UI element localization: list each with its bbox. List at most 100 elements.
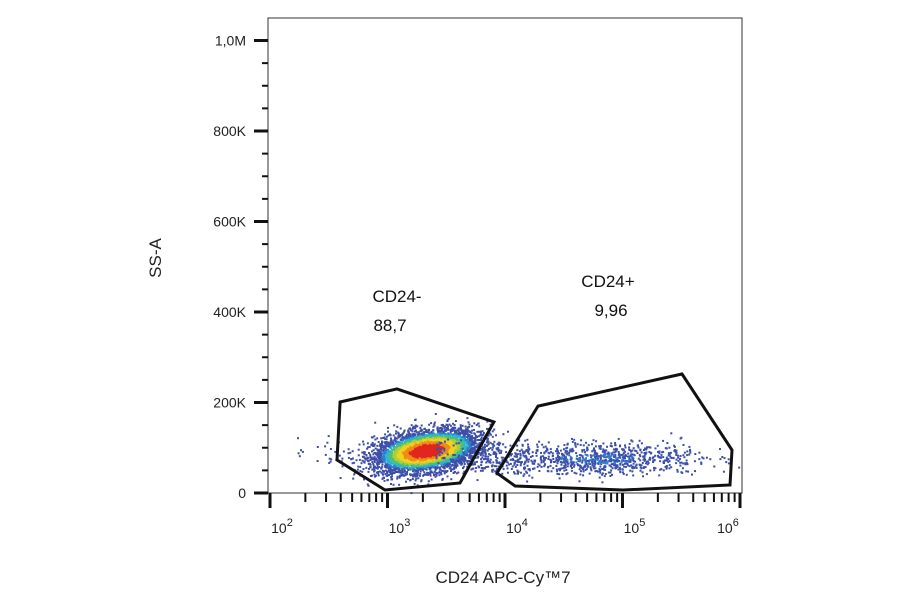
event-dot xyxy=(644,447,646,450)
event-dot xyxy=(432,445,435,448)
event-dot xyxy=(421,441,423,444)
event-dot xyxy=(350,458,353,461)
event-dot xyxy=(617,451,620,453)
event-dot xyxy=(456,452,459,455)
event-dot xyxy=(386,472,389,475)
event-dot xyxy=(470,432,473,435)
event-dot xyxy=(414,470,417,473)
event-dot xyxy=(435,473,437,476)
event-dot xyxy=(482,433,485,436)
event-dot xyxy=(433,434,436,437)
event-dot xyxy=(492,443,495,446)
event-dot xyxy=(612,448,615,451)
event-dot xyxy=(440,437,443,440)
event-dot xyxy=(433,421,436,424)
event-dot xyxy=(427,466,430,469)
event-dot xyxy=(434,468,437,471)
event-dot xyxy=(456,448,459,450)
event-dot xyxy=(466,454,469,457)
event-dot xyxy=(395,430,398,433)
event-dot xyxy=(461,436,464,439)
event-dot xyxy=(385,435,388,438)
event-dot xyxy=(477,439,480,442)
event-dot xyxy=(489,423,492,426)
event-dot xyxy=(474,445,477,448)
event-dot xyxy=(423,431,425,434)
event-dot xyxy=(460,453,463,456)
event-dot xyxy=(616,464,619,467)
event-dot xyxy=(451,449,454,452)
event-dot xyxy=(437,443,440,446)
event-dot xyxy=(551,452,554,455)
event-dot xyxy=(429,461,432,464)
event-dot xyxy=(373,459,376,462)
event-dot xyxy=(433,459,436,462)
event-dot xyxy=(401,457,404,460)
event-dot xyxy=(399,465,402,468)
event-dot xyxy=(464,438,466,440)
event-dot xyxy=(477,443,480,446)
event-dot xyxy=(564,458,567,461)
event-dot xyxy=(417,459,420,462)
event-dot xyxy=(384,442,387,445)
event-dot xyxy=(349,451,352,454)
event-dot xyxy=(399,427,402,430)
event-dot xyxy=(489,441,492,444)
event-dot xyxy=(489,433,492,436)
event-dot xyxy=(444,461,447,464)
event-dot xyxy=(634,449,637,452)
event-dot xyxy=(459,446,462,449)
event-dot xyxy=(430,478,433,481)
event-dot xyxy=(386,478,389,481)
event-dot xyxy=(432,429,435,432)
event-dot xyxy=(426,454,429,457)
event-dot xyxy=(392,455,395,458)
event-dot xyxy=(432,462,435,465)
event-dot xyxy=(466,445,469,448)
event-dot xyxy=(363,453,366,456)
event-dot xyxy=(448,436,450,439)
event-dot xyxy=(417,442,420,444)
event-dot xyxy=(390,476,393,479)
event-dot xyxy=(403,453,406,456)
event-dot xyxy=(356,468,359,471)
event-dot xyxy=(371,461,374,464)
event-dot xyxy=(424,439,427,442)
event-dot xyxy=(417,477,420,480)
event-dot xyxy=(411,430,414,433)
event-dot xyxy=(441,470,444,472)
event-dot xyxy=(408,448,411,451)
event-dot xyxy=(591,464,594,467)
event-dot xyxy=(439,427,442,429)
event-dot xyxy=(403,429,406,432)
event-dot xyxy=(453,464,456,467)
event-dot xyxy=(536,443,539,446)
event-dot xyxy=(397,433,400,436)
event-dot xyxy=(440,434,443,437)
event-dot xyxy=(403,445,406,448)
event-dot xyxy=(377,471,379,473)
event-dot xyxy=(389,467,392,470)
event-dot xyxy=(405,440,408,443)
event-dot xyxy=(464,456,467,459)
event-dot xyxy=(422,455,425,458)
event-dot xyxy=(376,466,379,469)
event-dot xyxy=(634,460,637,463)
event-dot xyxy=(467,437,469,440)
event-dot xyxy=(398,465,400,467)
event-dot xyxy=(638,439,641,442)
event-dot xyxy=(434,463,437,466)
event-dot xyxy=(436,428,439,431)
event-dot xyxy=(410,424,413,427)
event-dot xyxy=(425,430,427,433)
event-dot xyxy=(422,469,425,472)
event-dot xyxy=(455,450,458,452)
event-dot xyxy=(366,483,369,486)
event-dot xyxy=(448,450,451,453)
event-dot xyxy=(386,450,389,453)
event-dot xyxy=(388,445,391,448)
event-dot xyxy=(569,458,572,461)
event-dot xyxy=(409,463,412,466)
event-dot xyxy=(453,441,456,444)
event-dot xyxy=(385,466,388,469)
